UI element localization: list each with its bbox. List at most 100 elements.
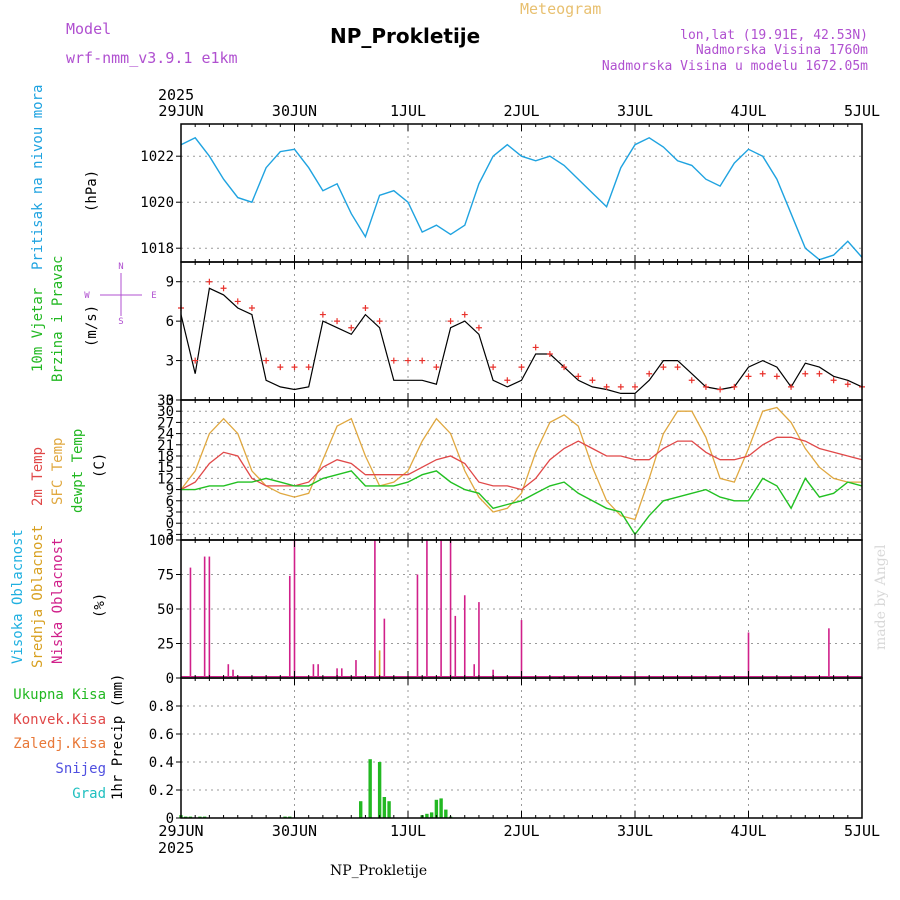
y-tick-label: -3 xyxy=(157,527,174,543)
gust-point xyxy=(504,377,511,384)
gust-point xyxy=(688,377,695,384)
precip-bar xyxy=(387,801,391,818)
y-tick-label: 1020 xyxy=(140,195,174,211)
gust-point xyxy=(816,370,823,377)
y-tick-label: 0 xyxy=(166,671,174,687)
x-tick-label-top: 30JUN xyxy=(272,102,317,120)
gust-point xyxy=(419,357,426,364)
gust-point xyxy=(263,357,270,364)
gust-point xyxy=(220,285,227,292)
y-tick-label: 12 xyxy=(157,471,174,487)
x-tick-label-bottom: 2JUL xyxy=(503,822,539,840)
gust-point xyxy=(334,318,341,325)
cloud-label-2: Srednja Oblacnost xyxy=(30,525,46,668)
gust-point xyxy=(788,383,795,390)
gust-point xyxy=(405,357,411,364)
gust-point xyxy=(773,373,780,380)
gust-point xyxy=(234,298,241,305)
precip-bar xyxy=(439,798,443,818)
x-tick-label-top: 4JUL xyxy=(730,102,766,120)
x-tick-label-bottom: 3JUL xyxy=(617,822,653,840)
y-tick-label: 9 xyxy=(166,483,174,499)
gridlines xyxy=(181,124,862,818)
y-tick-label: 24 xyxy=(157,427,174,443)
gust-point xyxy=(362,305,369,311)
compass-e: E xyxy=(151,291,156,301)
x-tick-label-top: 2JUL xyxy=(503,102,539,120)
y-tick-label: 50 xyxy=(157,602,174,618)
gust-point xyxy=(305,364,312,371)
panel-frame-4 xyxy=(180,677,863,819)
gust-point xyxy=(632,383,638,390)
x-tick-label-top: 29JUN xyxy=(158,102,203,120)
gust-point xyxy=(490,364,497,371)
wind-speed-line xyxy=(180,287,863,394)
gust-point xyxy=(206,278,213,285)
y-tick-label: 6 xyxy=(166,314,174,330)
gust-point xyxy=(277,364,284,371)
gust-point xyxy=(617,383,624,390)
y-tick-label: 0.4 xyxy=(149,755,174,771)
y-tick-label: 21 xyxy=(157,438,174,454)
gust-point xyxy=(561,364,568,371)
panel-frames xyxy=(176,123,863,819)
pressure-unit: (hPa) xyxy=(84,170,100,212)
precip-bar xyxy=(425,813,429,818)
gust-point xyxy=(844,381,851,388)
y-tick-label: 0 xyxy=(166,516,174,532)
y-tick-label: 0 xyxy=(166,393,174,409)
gust-point xyxy=(461,311,468,318)
model-name: wrf-nmm_v3.9.1 e1km xyxy=(66,49,238,67)
pressure-label: Pritisak na nivou mora xyxy=(30,85,46,270)
y-tick-label: 0.6 xyxy=(149,727,174,743)
wind-label-2: Brzina i Pravac xyxy=(50,256,66,382)
elevation: Nadmorska Visina 1760m xyxy=(696,43,868,58)
compass-n: N xyxy=(118,262,123,272)
y-tick-label: 3 xyxy=(166,505,174,521)
x-tick-label-top: 1JUL xyxy=(390,102,426,120)
model-elevation: Nadmorska Visina u modelu 1672.05m xyxy=(602,59,868,74)
gust-point xyxy=(192,357,199,364)
product-title: Meteogram xyxy=(520,0,601,18)
x-tick-label-top: 3JUL xyxy=(617,102,653,120)
wind-unit: (m/s) xyxy=(84,305,100,347)
gust-point xyxy=(674,364,681,371)
gust-point xyxy=(745,373,752,380)
precip-legend-graupel: Grad xyxy=(72,786,106,802)
y-tick-label: 1022 xyxy=(140,149,174,165)
precip-unit: 1hr Precip (mm) xyxy=(110,674,126,800)
gust-point xyxy=(830,377,837,384)
gust-point xyxy=(532,344,539,351)
gust-point xyxy=(447,318,454,325)
y-tick-label: 0 xyxy=(166,811,174,827)
x-tick-label-top: 5JUL xyxy=(844,102,880,120)
gust-point xyxy=(291,364,298,371)
precip-bar xyxy=(368,759,372,818)
gust-point xyxy=(660,364,667,371)
gust-point xyxy=(603,383,610,390)
precip-bar xyxy=(359,801,363,818)
bottom-year: 2025 xyxy=(158,839,194,857)
y-tick-label: 25 xyxy=(157,637,174,653)
temp-label-1: 2m Temp xyxy=(30,447,46,506)
gust-point xyxy=(475,324,482,331)
model-label: Model xyxy=(66,20,111,38)
gust-point xyxy=(731,383,738,390)
sfc-temp-line xyxy=(180,406,862,521)
x-tick-label-bottom: 29JUN xyxy=(158,822,203,840)
precip-legend-convective: Konvek.Kisa xyxy=(13,712,106,728)
precip-legend-total: Ukupna Kisa xyxy=(13,687,106,703)
pressure-line xyxy=(180,136,863,261)
gust-point xyxy=(589,377,596,384)
gust-point xyxy=(433,364,440,371)
y-tick-label: 6 xyxy=(166,494,174,510)
gust-point xyxy=(390,357,397,364)
y-tick-label: 100 xyxy=(149,533,174,549)
gust-point xyxy=(376,318,383,325)
gust-point xyxy=(702,383,709,390)
gust-point xyxy=(348,324,355,331)
gust-point xyxy=(802,370,809,377)
dewpt-line xyxy=(181,470,863,536)
precip-bar xyxy=(444,809,448,818)
temp-unit: (C) xyxy=(92,453,108,478)
